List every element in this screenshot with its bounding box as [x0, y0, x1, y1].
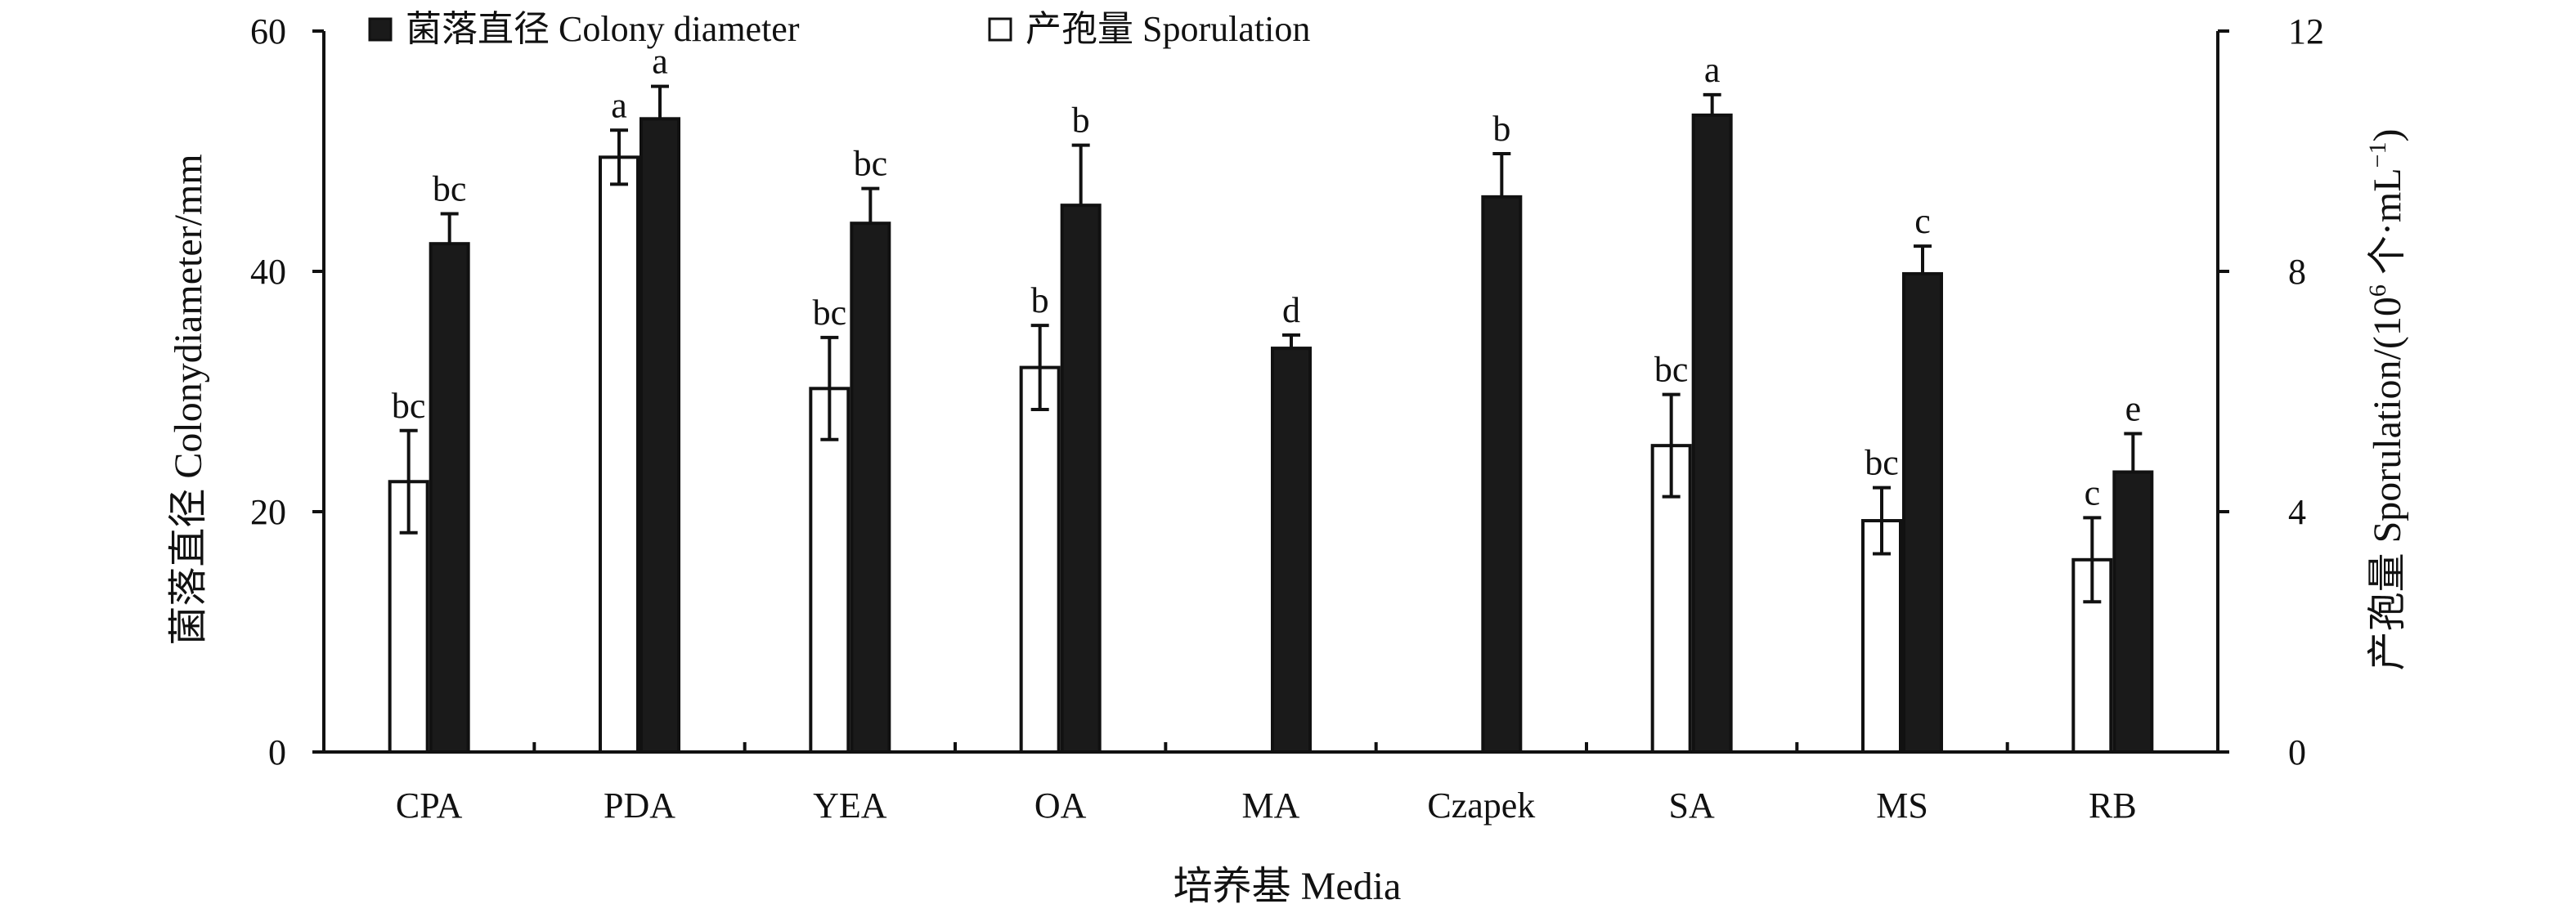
legend-colony-diameter-swatch: [368, 17, 393, 42]
x-tick-label: YEA: [813, 785, 887, 826]
x-axis-title: 培养基 Media: [1174, 865, 1402, 908]
sporulation-bar: [1019, 365, 1061, 754]
sporulation-significance-label: bc: [1865, 443, 1899, 483]
colony-diameter-bar: [1902, 271, 1943, 754]
x-tick-label: MS: [1876, 785, 1928, 826]
sporulation-significance-label: bc: [392, 386, 426, 426]
colony-diameter-bar: [1060, 204, 1102, 754]
colony-diameter-bar: [1691, 113, 1733, 754]
colony-diameter-significance-label: a: [652, 42, 668, 82]
right-y-axis-title-superscript: 6: [2364, 284, 2391, 297]
x-tick-label: OA: [1034, 785, 1087, 826]
legend-sporulation-swatch: [988, 17, 1012, 42]
colony-diameter-bar: [1481, 195, 1523, 754]
colony-diameter-significance-label: e: [2125, 388, 2142, 428]
x-tick-label: CPA: [396, 785, 463, 826]
colony-diameter-significance-label: c: [1914, 201, 1931, 241]
sporulation-significance-label: bc: [1654, 350, 1689, 390]
legend: 菌落直径 Colony diameter 产孢量 Sporulation: [368, 9, 1310, 49]
legend-colony-diameter-label: 菌落直径 Colony diameter: [406, 9, 800, 49]
right-y-axis-title-prefix: 产孢量 Sporulation/(10: [2366, 297, 2409, 670]
left-y-tick-label: 40: [250, 252, 286, 292]
right-y-axis-title-unit: 个·mL: [2366, 168, 2409, 284]
colony-diameter-significance-label: bc: [854, 144, 888, 184]
right-y-tick-label: 12: [2288, 11, 2324, 51]
sporulation-bar: [809, 387, 850, 754]
right-y-tick-label: 8: [2288, 252, 2306, 292]
sporulation-bar: [1861, 519, 1902, 754]
colony-diameter-bar: [429, 242, 470, 754]
sporulation-significance-label: b: [1031, 280, 1049, 320]
colony-diameter-significance-label: b: [1492, 109, 1510, 149]
colony-diameter-significance-label: bc: [433, 168, 467, 208]
colony-diameter-bar: [850, 222, 891, 754]
left-y-tick-label: 20: [250, 492, 286, 532]
right-y-axis-title-suffix: ): [2366, 129, 2409, 142]
colony-diameter-significance-label: b: [1072, 101, 1090, 141]
sporulation-bar: [599, 155, 640, 754]
x-tick-label: SA: [1669, 785, 1715, 826]
x-tick-label: RB: [2089, 785, 2137, 826]
colony-diameter-significance-label: a: [1704, 50, 1721, 90]
right-y-tick-label: 0: [2288, 732, 2306, 772]
right-y-tick-label: 4: [2288, 492, 2306, 532]
sporulation-significance-label: c: [2085, 472, 2101, 512]
colony-diameter-bar: [640, 117, 680, 754]
right-y-axis-title: 产孢量 Sporulation/(106 个·mL−1): [2364, 129, 2409, 671]
sporulation-significance-label: bc: [813, 293, 847, 333]
colony-diameter-bar: [2112, 470, 2154, 754]
left-y-axis-title: 菌落直径 Colonydiameter/mm: [167, 154, 210, 645]
left-y-tick-label: 60: [250, 11, 286, 51]
colony-diameter-significance-label: d: [1282, 290, 1300, 330]
right-y-axis-title-superscript-2: −1: [2364, 142, 2391, 168]
legend-sporulation-label: 产孢量 Sporulation: [1025, 9, 1310, 49]
x-tick-label: Czapek: [1427, 785, 1535, 826]
left-y-tick-label: 0: [268, 732, 286, 772]
x-tick-label: PDA: [604, 785, 675, 826]
sporulation-significance-label: a: [611, 85, 627, 125]
colony-diameter-bar: [1271, 347, 1312, 754]
x-tick-label: MA: [1242, 785, 1300, 826]
